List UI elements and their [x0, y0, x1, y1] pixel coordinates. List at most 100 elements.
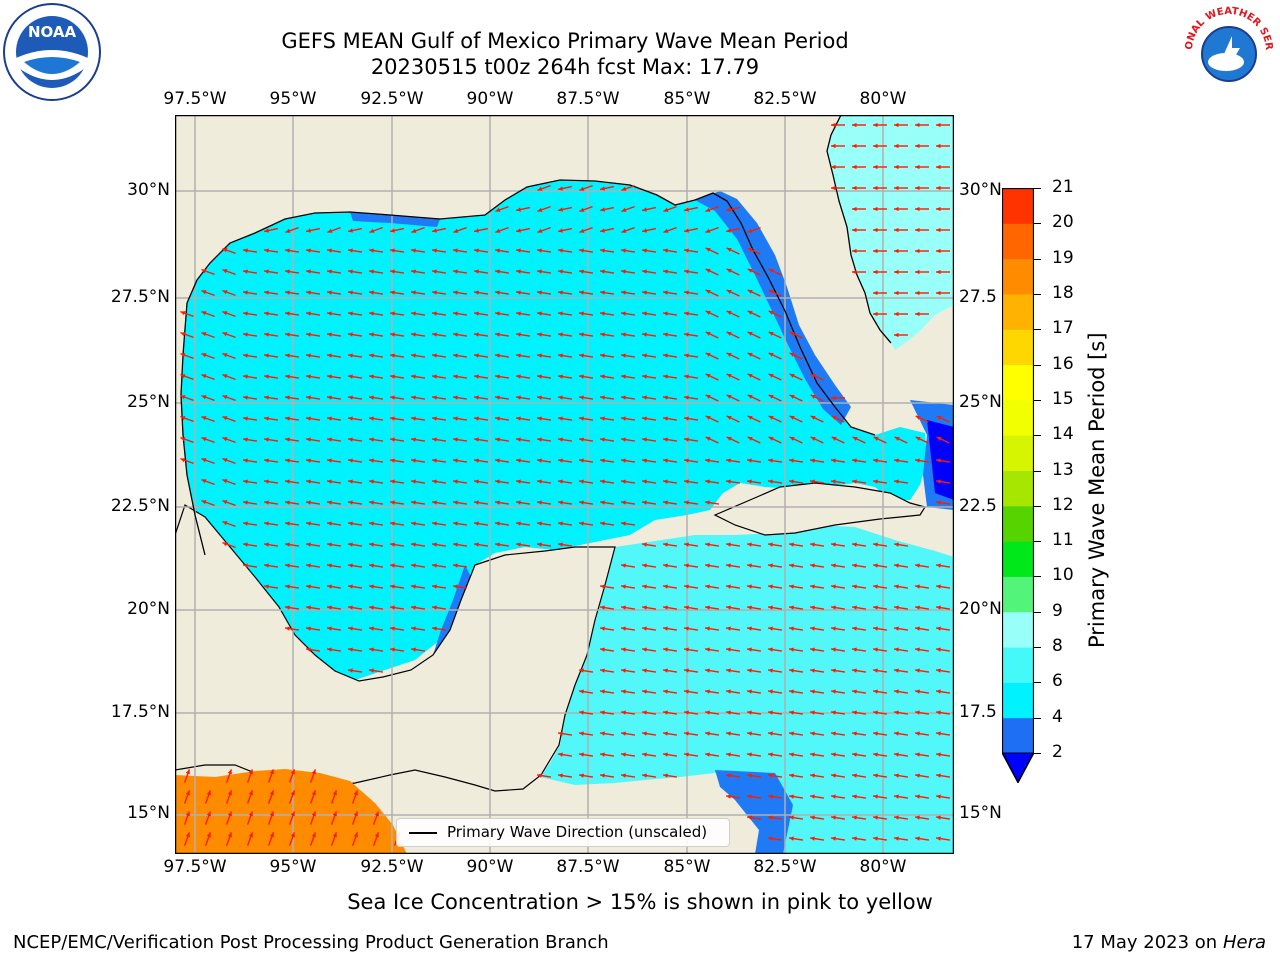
wave-arrow-head: [600, 207, 606, 212]
wave-arrow-head: [894, 563, 899, 568]
wave-arrow-head: [705, 394, 711, 399]
wave-arrow-head: [915, 458, 920, 463]
wave-arrow-head: [915, 185, 920, 191]
wave-arrow-head: [432, 542, 437, 547]
wave-arrow-head: [453, 584, 458, 589]
wave-arrow-head: [411, 290, 416, 295]
wave-arrow-head: [327, 521, 332, 526]
wave-arrow-head: [915, 164, 920, 170]
wave-arrow-head: [684, 668, 689, 673]
wave-arrow-head: [852, 647, 857, 652]
wave-arrow-head: [852, 185, 857, 191]
wave-arrow-head: [243, 416, 248, 421]
svg-text:NOAA: NOAA: [28, 23, 77, 41]
wave-arrow-head: [390, 479, 395, 484]
wave-arrow-head: [684, 228, 690, 233]
wave-arrow-head: [579, 228, 585, 233]
wave-arrow-head: [684, 207, 690, 212]
wave-arrow-head: [684, 479, 689, 484]
wave-arrow-head: [747, 794, 752, 799]
colorbar-tick-label: 17: [1052, 318, 1074, 339]
wave-arrow-head: [936, 773, 941, 778]
wave-arrow-head: [537, 521, 542, 526]
wave-arrow-head: [852, 227, 857, 233]
wave-arrow-head: [306, 248, 311, 253]
wave-arrow-head: [936, 794, 941, 799]
wave-arrow-head: [621, 710, 626, 715]
wave-arrow-head: [369, 395, 374, 400]
wave-arrow-head: [264, 290, 269, 295]
wave-arrow-head: [873, 290, 878, 296]
wave-arrow-head: [264, 500, 269, 505]
map-subtitle: 20230515 t00z 264h fcst Max: 17.79: [370, 55, 760, 79]
wave-arrow-head: [348, 332, 353, 337]
wave-arrow-head: [642, 500, 647, 505]
wave-arrow-head: [768, 479, 773, 484]
wave-arrow-head: [831, 584, 836, 589]
wave-arrow-head: [411, 437, 416, 442]
wave-arrow-head: [894, 836, 899, 841]
wave-arrow-head: [537, 290, 542, 295]
wave-arrow-head: [852, 794, 857, 799]
wave-arrow-head: [285, 374, 290, 379]
wave-arrow-head: [936, 647, 941, 652]
wave-arrow-head: [684, 248, 689, 253]
wave-arrow-head: [411, 626, 416, 631]
wave-arrow-head: [537, 186, 543, 191]
wave-arrow-head: [411, 584, 416, 589]
wave-arrow-head: [264, 395, 269, 400]
wave-arrow-head: [579, 416, 584, 421]
wave-arrow-head: [915, 773, 920, 778]
wave-arrow-head: [873, 143, 878, 149]
wave-arrow-head: [852, 436, 858, 441]
wave-arrow-head: [285, 521, 290, 526]
wave-arrow-head: [516, 437, 521, 442]
wave-arrow-head: [222, 353, 228, 358]
wave-arrow-head: [768, 710, 773, 715]
wave-arrow-head: [306, 479, 311, 484]
wave-arrow-head: [705, 605, 710, 610]
colorbar-tick-mark: [1034, 611, 1041, 613]
wave-arrow-head: [684, 626, 689, 631]
wave-arrow-head: [264, 437, 269, 442]
wave-arrow-head: [705, 310, 711, 315]
wave-arrow-head: [705, 247, 711, 252]
wave-arrow-head: [432, 437, 437, 442]
wave-arrow-head: [873, 710, 878, 715]
lon-tick-top: 80°W: [859, 89, 907, 109]
wave-arrow-head: [222, 395, 228, 400]
wave-arrow-head: [348, 584, 353, 589]
wave-arrow-head: [642, 353, 647, 358]
wave-arrow-head: [411, 542, 416, 547]
wave-arrow-head: [831, 647, 836, 652]
wave-arrow-head: [332, 832, 337, 838]
wave-arrow-head: [327, 605, 332, 610]
wave-arrow-head: [642, 248, 647, 253]
wave-arrow-head: [873, 626, 878, 631]
wave-arrow-head: [768, 668, 773, 673]
wave-arrow-head: [495, 353, 500, 358]
wave-arrow-head: [222, 248, 228, 253]
wave-arrow-head: [831, 122, 836, 128]
wave-arrow-head: [600, 647, 605, 652]
wave-arrow-head: [768, 331, 774, 336]
wave-arrow-head: [621, 458, 626, 463]
wave-arrow-head: [453, 290, 458, 295]
wave-arrow-head: [894, 332, 899, 338]
wave-arrow-head: [726, 228, 732, 233]
wave-arrow-head: [306, 374, 311, 379]
wave-arrow-head: [810, 626, 815, 631]
wave-arrow-head: [684, 605, 689, 610]
wave-arrow-head: [621, 731, 626, 736]
wave-arrow-head: [873, 542, 878, 547]
wave-arrow-head: [726, 415, 732, 420]
wave-arrow-head: [789, 689, 794, 694]
wave-arrow-head: [495, 479, 500, 484]
wave-arrow-head: [411, 416, 416, 421]
wave-arrow-head: [621, 248, 626, 253]
wave-arrow-head: [747, 668, 752, 673]
wave-arrow-head: [411, 269, 416, 274]
wave-arrow-head: [684, 437, 689, 442]
wave-arrow-head: [789, 773, 794, 778]
wave-arrow-head: [290, 790, 295, 796]
